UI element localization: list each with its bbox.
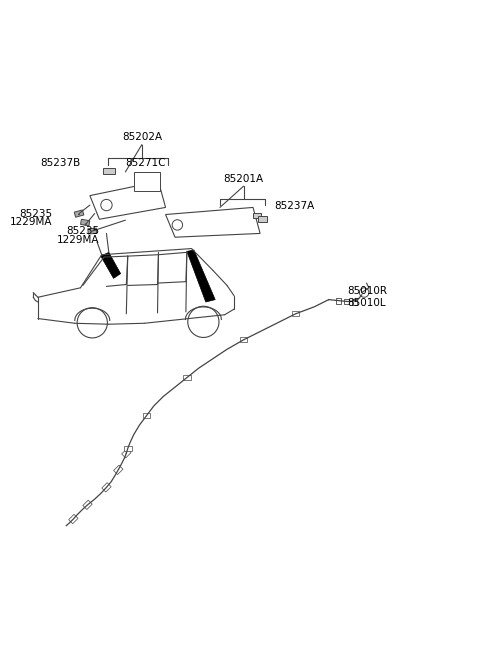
Bar bbox=[336, 298, 340, 304]
Bar bbox=[88, 228, 97, 234]
Bar bbox=[74, 210, 84, 217]
Text: 85237A: 85237A bbox=[274, 201, 314, 211]
Bar bbox=[81, 219, 90, 226]
Bar bbox=[102, 483, 111, 492]
Bar bbox=[121, 449, 131, 458]
Text: 1229MA: 1229MA bbox=[57, 235, 99, 245]
Bar bbox=[344, 298, 349, 304]
Bar bbox=[69, 514, 78, 523]
Circle shape bbox=[101, 199, 112, 211]
Polygon shape bbox=[90, 182, 166, 219]
Text: 85202A: 85202A bbox=[122, 132, 162, 142]
Text: 85271C: 85271C bbox=[125, 159, 166, 169]
Text: 85237B: 85237B bbox=[40, 159, 81, 169]
Text: 1229MA: 1229MA bbox=[10, 216, 52, 226]
Text: 85235: 85235 bbox=[19, 209, 52, 218]
Bar bbox=[114, 465, 123, 474]
Bar bbox=[83, 500, 92, 510]
Bar bbox=[240, 337, 247, 342]
Polygon shape bbox=[101, 253, 120, 278]
Bar bbox=[252, 213, 261, 218]
Circle shape bbox=[172, 220, 182, 230]
Text: 85201A: 85201A bbox=[224, 174, 264, 184]
Bar bbox=[103, 168, 115, 174]
Bar bbox=[183, 375, 191, 380]
Circle shape bbox=[77, 308, 108, 338]
Bar bbox=[258, 216, 267, 222]
Circle shape bbox=[188, 306, 219, 337]
Bar bbox=[292, 312, 300, 316]
Bar bbox=[352, 299, 357, 305]
Bar bbox=[124, 446, 132, 451]
Circle shape bbox=[360, 288, 369, 297]
Text: 85010L: 85010L bbox=[348, 298, 386, 308]
Text: 85010R: 85010R bbox=[348, 286, 388, 296]
Text: 85235: 85235 bbox=[66, 226, 99, 236]
Bar bbox=[143, 413, 150, 418]
Polygon shape bbox=[166, 207, 260, 237]
Bar bbox=[133, 172, 160, 191]
Polygon shape bbox=[187, 250, 215, 302]
